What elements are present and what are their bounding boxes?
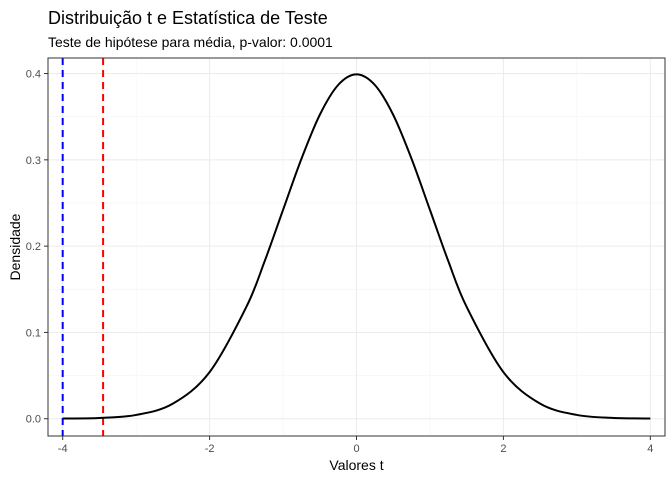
reference-lines [61,58,105,436]
x-tick-label: -4 [58,443,68,455]
major-gridlines [48,58,665,436]
y-tick-label: 0.0 [26,414,41,426]
y-tick-label: 0.3 [26,155,41,167]
y-tick-label: 0.4 [26,69,41,81]
x-tick-label: -2 [205,443,215,455]
chart-subtitle: Teste de hipótese para média, p-valor: 0… [48,34,333,50]
x-tick-label: 2 [500,443,506,455]
y-axis-title: Densidade [7,213,23,280]
y-tick-label: 0.1 [26,327,41,339]
chart-title: Distribuição t e Estatística de Teste [48,8,328,28]
density-line [62,73,651,420]
x-axis-title: Valores t [329,457,383,473]
y-tick-label: 0.2 [26,241,41,253]
x-tick-label: 4 [647,443,653,455]
y-axis: 0.0 0.1 0.2 0.3 0.4 [26,69,48,426]
plot-panel [47,57,666,437]
x-axis: -4 -2 0 2 4 [58,436,653,455]
x-tick-label: 0 [353,443,359,455]
series-lines [62,73,651,420]
